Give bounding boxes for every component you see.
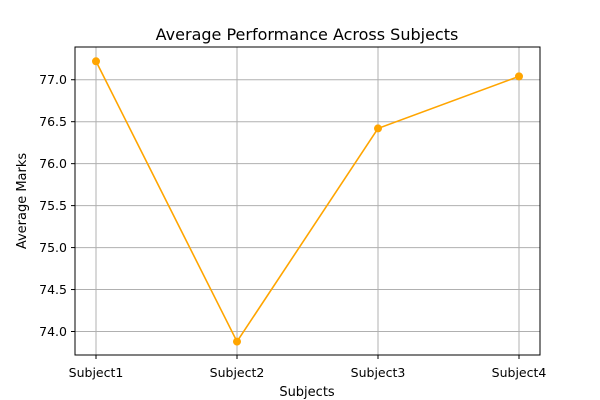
y-axis-label: Average Marks [15,153,30,250]
data-point-marker [233,337,241,346]
y-tick-label: 74.0 [39,324,67,339]
x-tick-label: Subject1 [69,365,124,380]
y-tick-label: 74.5 [39,282,67,297]
y-tick-label: 75.5 [39,198,67,213]
series-layer [92,57,523,346]
data-point-marker [92,57,100,66]
grid-lines [75,47,540,355]
plot-frame [74,46,541,356]
y-tick-label: 76.0 [39,156,67,171]
x-tick-label: Subject2 [210,365,265,380]
y-tick-label: 75.0 [39,240,67,255]
chart-title: Average Performance Across Subjects [156,25,459,44]
axis-ticks: Subject1 Subject2 Subject3 Subject4 74.0 74.5… [39,72,546,380]
data-point-marker [515,72,523,81]
x-tick-label: Subject3 [351,365,406,380]
series-line [95,60,520,343]
x-axis-label: Subjects [279,385,335,400]
x-tick-label: Subject4 [492,365,547,380]
y-tick-label: 77.0 [39,72,67,87]
data-point-marker [374,124,382,133]
y-tick-label: 76.5 [39,114,67,129]
